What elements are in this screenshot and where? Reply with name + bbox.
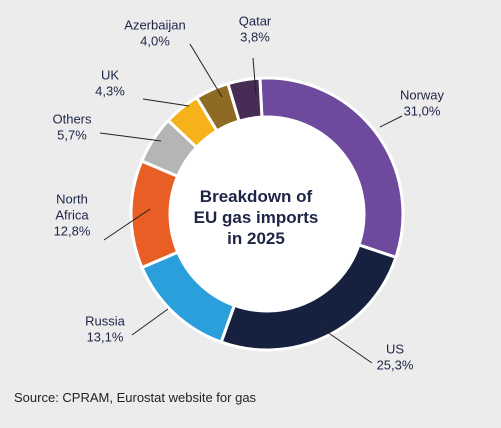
leader-line-qatar [252, 57, 257, 96]
leader-line-uk [142, 98, 190, 107]
data-label-value-russia: 13,1% [87, 329, 124, 344]
chart-title-line-2: EU gas imports [193, 208, 319, 227]
data-label-name-qatar: Qatar [239, 13, 272, 28]
data-label-name-uk: UK [101, 67, 119, 82]
leader-line-norway [379, 115, 403, 128]
leader-line-us [316, 324, 373, 364]
leader-line-north-africa [103, 208, 151, 241]
leader-line-azerbaijan [189, 43, 223, 98]
source-note: Source: CPRAM, Eurostat website for gas [14, 390, 257, 405]
leader-line-others [99, 132, 162, 142]
data-label-name-us: US [386, 341, 404, 356]
data-label-name-azerbaijan: Azerbaijan [124, 17, 185, 32]
data-label-name-norway: Norway [400, 87, 445, 102]
chart-title-line-1: Breakdown of [199, 187, 313, 206]
data-label-value-uk: 4,3% [95, 83, 125, 98]
slice-north-africa [129, 159, 180, 270]
data-label-name-others: Others [52, 111, 92, 126]
data-label-value-azerbaijan: 4,0% [140, 33, 170, 48]
data-label-name-russia: Russia [85, 313, 126, 328]
donut-chart: Norway 31,0% US 25,3% Russia 13,1% North Africa… [52, 13, 445, 372]
slice-qatar [226, 76, 264, 123]
leader-line-russia [131, 308, 169, 336]
data-label-value-norway: 31,0% [404, 103, 441, 118]
chart-title: Breakdown of EU gas imports in 2025 [176, 186, 336, 249]
data-label-name-north-africa: Africa [55, 207, 89, 222]
data-label-value-qatar: 3,8% [240, 29, 270, 44]
data-label-value-north-africa: 12,8% [54, 223, 91, 238]
chart-title-line-3: in 2025 [227, 229, 285, 248]
data-label-value-us: 25,3% [377, 357, 414, 372]
data-label-value-others: 5,7% [57, 127, 87, 142]
data-label-name-north-africa: North [56, 191, 88, 206]
donut-hole [171, 118, 363, 310]
